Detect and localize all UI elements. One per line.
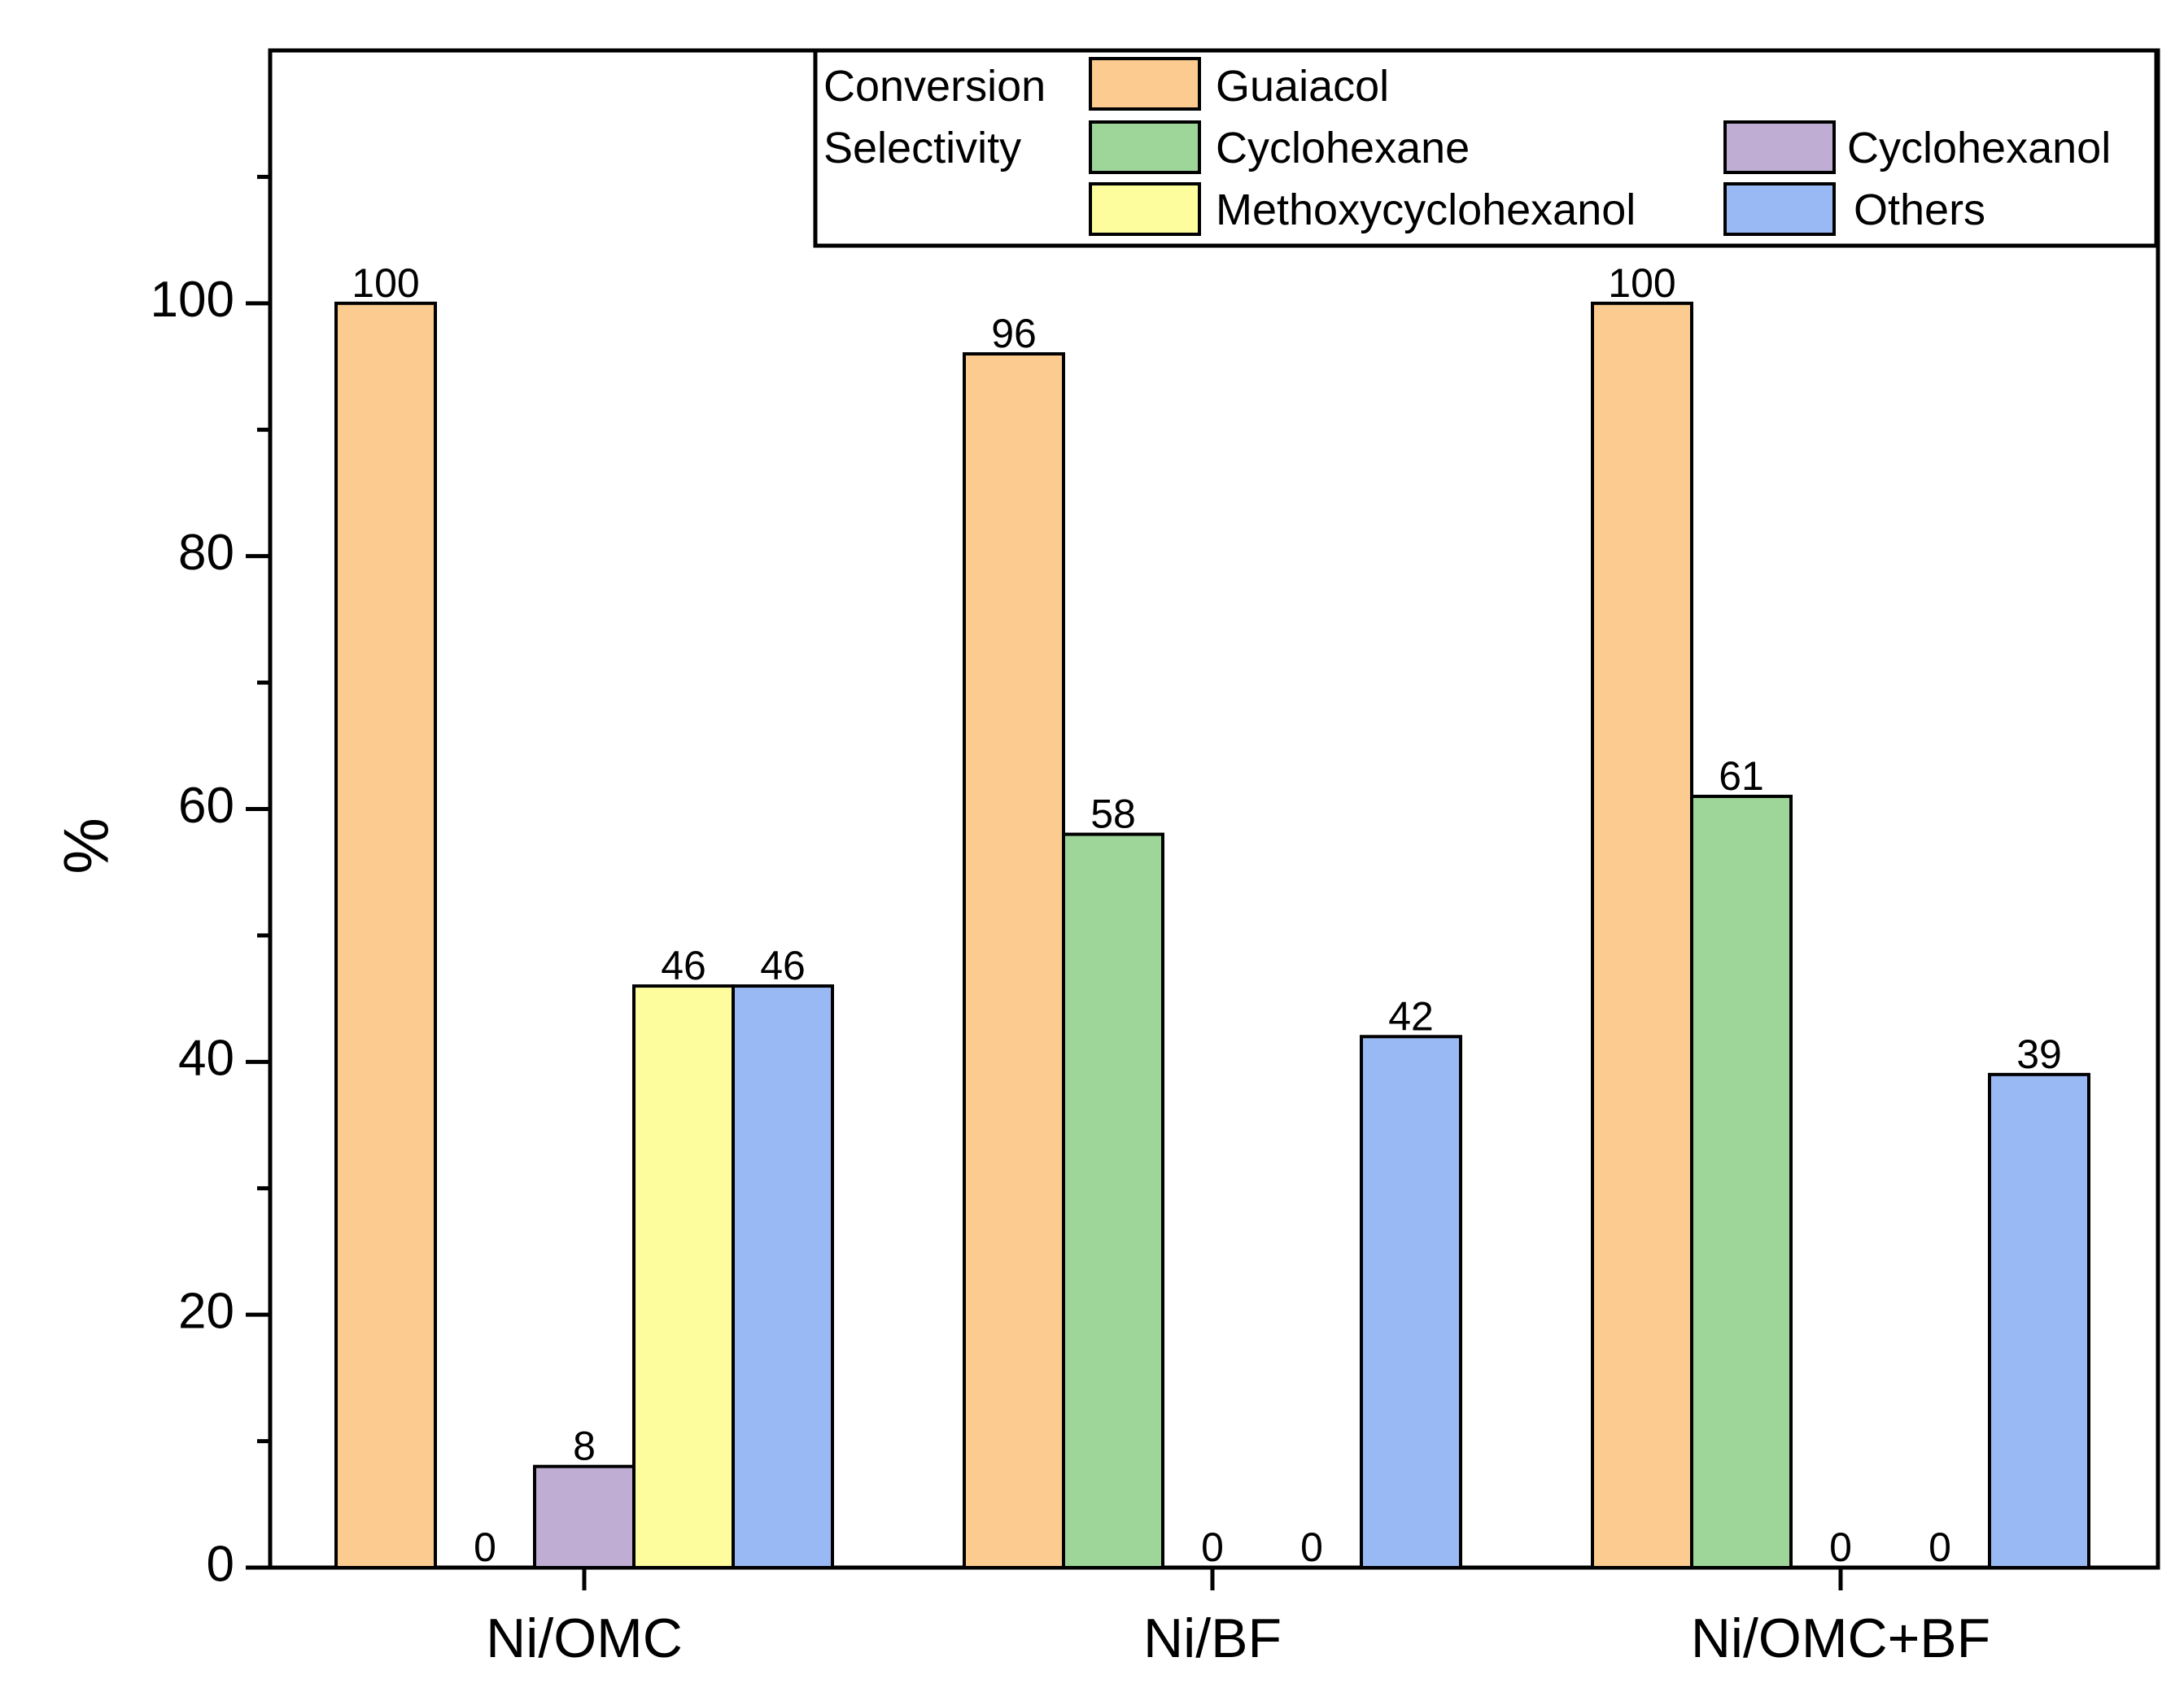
legend: Conversion Selectivity Guaiacol Cyclohex…: [813, 48, 2159, 248]
data-label-ni-omc-bf-guaiacol: 100: [1608, 260, 1675, 306]
data-label-ni-omc-bf-cyclohexanol: 0: [1829, 1524, 1852, 1570]
x-category-label: Ni/OMC: [486, 1607, 683, 1669]
bars: [334, 301, 2090, 1570]
legend-group-conversion: Conversion: [823, 62, 1046, 111]
bar-ni-bf-cyclohexane: [1062, 832, 1164, 1570]
legend-label-cyclohexanol: Cyclohexanol: [1847, 124, 2111, 172]
y-tick-label: 40: [178, 1031, 234, 1087]
legend-group-selectivity: Selectivity: [823, 124, 1021, 172]
y-tick-label: 80: [178, 525, 234, 581]
bar-ni-omc-guaiacol: [334, 301, 437, 1569]
legend-swatch-cyclohexanol: [1723, 120, 1836, 174]
bar-ni-omc-bf-others: [1988, 1072, 2090, 1569]
y-tick-label: 100: [151, 272, 234, 328]
legend-label-others: Others: [1854, 185, 1985, 234]
legend-label-methoxycyclohexanol: Methoxycyclohexanol: [1216, 185, 1636, 234]
y-axis-ticks: 0 20 40 60 80 100: [151, 174, 270, 1592]
bar-ni-bf-others: [1360, 1035, 1462, 1569]
bar-ni-omc-others: [732, 984, 834, 1570]
data-label-ni-bf-cyclohexane: 58: [1090, 792, 1136, 837]
bar-ni-bf-guaiacol: [963, 352, 1065, 1569]
data-label-ni-bf-others: 42: [1388, 993, 1434, 1039]
legend-box: [813, 48, 2159, 248]
data-label-ni-omc-bf-others: 39: [2016, 1032, 2062, 1077]
bar-ni-omc-methoxycyclohexanol: [632, 984, 735, 1570]
legend-swatch-cyclohexane: [1089, 120, 1201, 174]
x-axis-categories: Ni/OMC Ni/BF Ni/OMC+BF: [486, 1568, 1990, 1669]
data-label-ni-omc-methoxycyclohexanol: 46: [661, 943, 706, 988]
bar-ni-omc-cyclohexanol: [533, 1464, 636, 1569]
data-labels: 100 0 8 46 46 96 58 0 0 42 100 61 0 0 39: [352, 260, 2062, 1570]
data-label-ni-omc-cyclohexane: 0: [474, 1524, 496, 1570]
legend-label-cyclohexane: Cyclohexane: [1216, 124, 1470, 172]
data-label-ni-omc-others: 46: [760, 943, 806, 988]
bar-ni-omc-bf-guaiacol: [1591, 301, 1693, 1569]
x-category-label: Ni/OMC+BF: [1691, 1607, 1990, 1669]
legend-swatch-guaiacol: [1089, 57, 1201, 111]
y-axis-title: %: [50, 818, 122, 874]
y-tick-label: 60: [178, 778, 234, 834]
data-label-ni-bf-guaiacol: 96: [991, 311, 1037, 356]
y-tick-label: 20: [178, 1284, 234, 1340]
legend-label-guaiacol: Guaiacol: [1216, 62, 1389, 111]
data-label-ni-omc-cyclohexanol: 8: [573, 1424, 596, 1469]
data-label-ni-omc-bf-cyclohexane: 61: [1719, 753, 1764, 799]
data-label-ni-omc-guaiacol: 100: [352, 260, 419, 306]
data-label-ni-omc-bf-methoxycyclohexanol: 0: [1928, 1524, 1951, 1570]
bar-ni-omc-bf-cyclohexane: [1690, 794, 1793, 1569]
data-label-ni-bf-methoxycyclohexanol: 0: [1300, 1524, 1323, 1570]
legend-swatch-others: [1723, 182, 1836, 236]
legend-swatch-methoxycyclohexanol: [1089, 182, 1201, 236]
data-label-ni-bf-cyclohexanol: 0: [1201, 1524, 1224, 1570]
x-category-label: Ni/BF: [1143, 1607, 1282, 1669]
y-tick-label: 0: [207, 1536, 234, 1592]
